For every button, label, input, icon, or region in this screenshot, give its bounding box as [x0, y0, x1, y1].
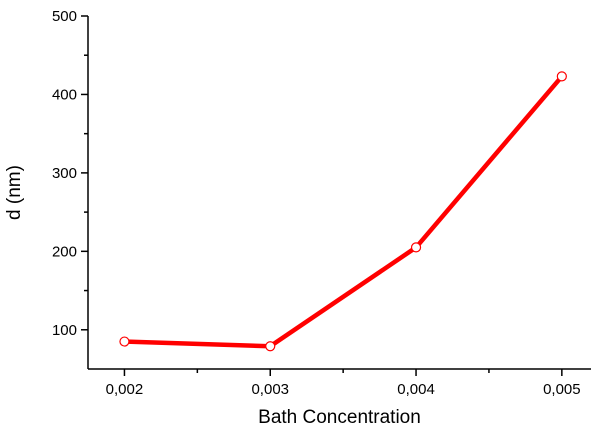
x-tick-label: 0,003: [251, 381, 289, 398]
data-point: [265, 341, 276, 352]
x-tick-label: 0,004: [397, 381, 435, 398]
y-tick-label: 400: [52, 86, 77, 103]
axes: 100 200 300 400 500 0,002 0,003 0,004 0,005: [52, 8, 591, 398]
y-tick-label: 200: [52, 243, 77, 260]
y-axis-title: d (nm): [4, 165, 25, 220]
y-tick-label: 100: [52, 322, 77, 339]
series-line: [122, 74, 565, 349]
x-ticks: 0,002 0,003 0,004 0,005: [106, 369, 581, 398]
x-tick-label: 0,005: [543, 381, 581, 398]
data-point: [556, 71, 567, 82]
series-layer: [119, 71, 567, 352]
data-point: [119, 336, 130, 347]
y-tick-label: 300: [52, 165, 77, 182]
y-ticks: 100 200 300 400 500: [52, 8, 88, 339]
y-tick-label: 500: [52, 8, 77, 25]
x-axis-title: Bath Concentration: [258, 407, 421, 428]
data-point: [410, 242, 422, 253]
x-tick-label: 0,002: [106, 381, 144, 398]
